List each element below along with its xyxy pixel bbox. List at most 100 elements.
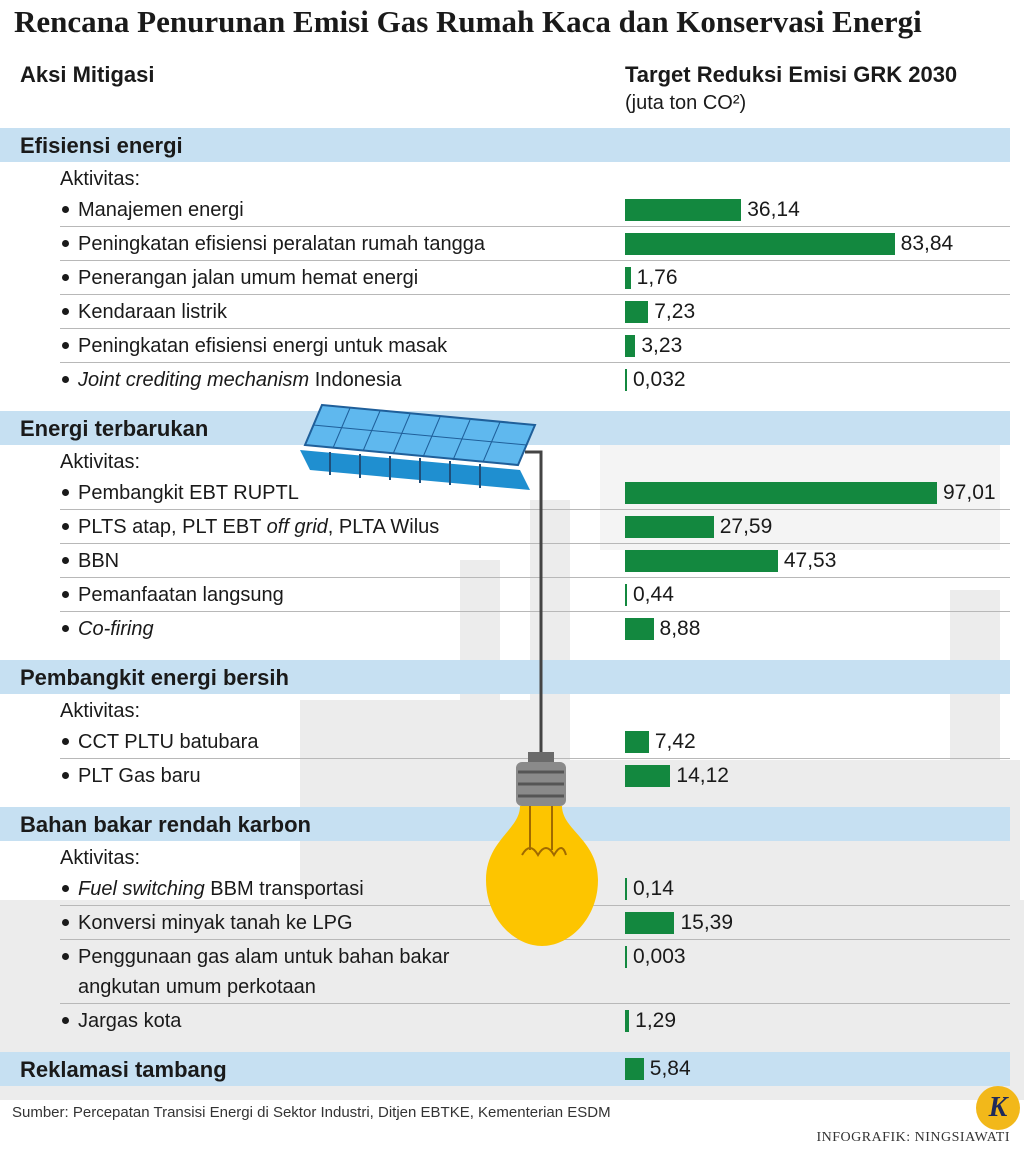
- value-label: 14,12: [676, 764, 729, 787]
- unit-label: (juta ton CO²): [625, 92, 747, 114]
- bar: [625, 233, 895, 255]
- section-title: Reklamasi tambang: [20, 1057, 227, 1082]
- bullet: [62, 738, 69, 745]
- value-label: 1,76: [636, 266, 678, 289]
- category-label: Penggunaan gas alam untuk bahan bakar an…: [78, 946, 450, 998]
- bar: [625, 584, 627, 606]
- value-label: 0,44: [633, 583, 674, 606]
- section-title: Bahan bakar rendah karbon: [20, 812, 311, 837]
- category-label: Konversi minyak tanah ke LPG: [78, 912, 353, 934]
- row: Manajemen energi: [60, 193, 1010, 227]
- section-title: Efisiensi energi: [20, 133, 183, 158]
- category-label: Co-firing: [78, 618, 154, 640]
- row: Konversi minyak tanah ke LPG: [60, 906, 1010, 940]
- row: Kendaraan listrik: [60, 295, 1010, 329]
- value-label: 0,003: [633, 945, 686, 968]
- subtitle: Aktivitas:: [60, 168, 141, 190]
- value-label: 3,23: [641, 334, 683, 357]
- category-label: Joint crediting mechanism Indonesia: [78, 369, 402, 391]
- value-label: 27,59: [719, 515, 773, 538]
- value-label: 47,53: [783, 549, 837, 572]
- credit: INFOGRAFIK: NINGSIAWATI: [816, 1130, 1010, 1145]
- value-label: 97,01: [943, 481, 996, 504]
- section-header: Bahan bakar rendah karbon: [0, 807, 1010, 841]
- value-label: 8,88: [659, 617, 701, 640]
- bullet: [62, 206, 69, 213]
- value-label: 5,84: [649, 1057, 691, 1080]
- section-title: Energi terbarukan: [20, 416, 209, 441]
- section-title: Pembangkit energi bersih: [20, 665, 289, 690]
- bullet: [62, 919, 69, 926]
- bar: [625, 516, 714, 538]
- bar: [625, 199, 742, 221]
- row: Penggunaan gas alam untuk bahan bakar an…: [60, 940, 1010, 1004]
- bullet: [62, 376, 69, 383]
- category-label: PLTS atap, PLT EBT off grid, PLTA Wilus: [78, 516, 440, 538]
- category-label: PLT Gas baru: [78, 765, 201, 787]
- row: CCT PLTU batubara: [60, 725, 1010, 759]
- bullet: [62, 240, 69, 247]
- row: BBN: [60, 544, 1010, 578]
- row: PLTS atap, PLT EBT off grid, PLTA Wilus: [60, 510, 1010, 544]
- bullet: [62, 591, 69, 598]
- value-label: 15,39: [680, 911, 734, 934]
- bar: [625, 335, 636, 357]
- row: Co-firing: [60, 612, 1010, 645]
- bar: [625, 267, 631, 289]
- value-label: 0,032: [633, 368, 686, 391]
- category-label: Fuel switching BBM transportasi: [78, 878, 364, 900]
- category-label: Pembangkit EBT RUPTL: [78, 482, 299, 504]
- row: Penerangan jalan umum hemat energi: [60, 261, 1010, 295]
- logo: K: [976, 1086, 1020, 1130]
- subtitle: Aktivitas:: [60, 451, 141, 473]
- category-label: Manajemen energi: [78, 199, 244, 221]
- category-label: Kendaraan listrik: [78, 301, 227, 323]
- section-header: Efisiensi energi: [0, 128, 1010, 162]
- row: Pemanfaatan langsung: [60, 578, 1010, 612]
- section-header: Reklamasi tambang: [0, 1052, 1010, 1086]
- value-label: 1,29: [635, 1009, 677, 1032]
- bullet: [62, 274, 69, 281]
- value-label: 0,14: [633, 877, 674, 900]
- bar: [625, 765, 671, 787]
- bar: [625, 946, 627, 968]
- category-label: Jargas kota: [78, 1010, 182, 1032]
- subtitle: Aktivitas:: [60, 700, 141, 722]
- bar: [625, 550, 778, 572]
- bar: [625, 1058, 644, 1080]
- bullet: [62, 1017, 69, 1024]
- category-label: Penerangan jalan umum hemat energi: [78, 267, 419, 289]
- bullet: [62, 557, 69, 564]
- title: Rencana Penurunan Emisi Gas Rumah Kaca d…: [14, 4, 922, 39]
- bullet: [62, 953, 69, 960]
- row: Peningkatan efisiensi peralatan rumah ta…: [60, 227, 1010, 261]
- bar: [625, 1010, 630, 1032]
- value-label: 83,84: [900, 232, 954, 255]
- category-label: BBN: [78, 550, 120, 572]
- column-header: Target Reduksi Emisi GRK 2030: [625, 62, 958, 87]
- row: Joint crediting mechanism Indonesia: [60, 363, 1010, 396]
- bullet: [62, 342, 69, 349]
- bar: [625, 482, 937, 504]
- category-label: CCT PLTU batubara: [78, 731, 259, 753]
- bullet: [62, 772, 69, 779]
- bullet: [62, 523, 69, 530]
- bullet: [62, 625, 69, 632]
- bullet: [62, 885, 69, 892]
- row: PLT Gas baru: [60, 759, 1010, 792]
- category-label: Peningkatan efisiensi peralatan rumah ta…: [78, 233, 485, 255]
- bar: [625, 731, 649, 753]
- value-label: 36,14: [747, 198, 800, 221]
- bar: [625, 618, 654, 640]
- category-label: Pemanfaatan langsung: [78, 584, 284, 606]
- value-label: 7,42: [654, 730, 696, 753]
- bar: [625, 878, 627, 900]
- subtitle: Aktivitas:: [60, 847, 141, 869]
- bar: [625, 369, 627, 391]
- bar: [625, 912, 675, 934]
- bullet: [62, 489, 69, 496]
- row: Jargas kota: [60, 1004, 1010, 1037]
- category-label: Peningkatan efisiensi energi untuk masak: [78, 335, 448, 357]
